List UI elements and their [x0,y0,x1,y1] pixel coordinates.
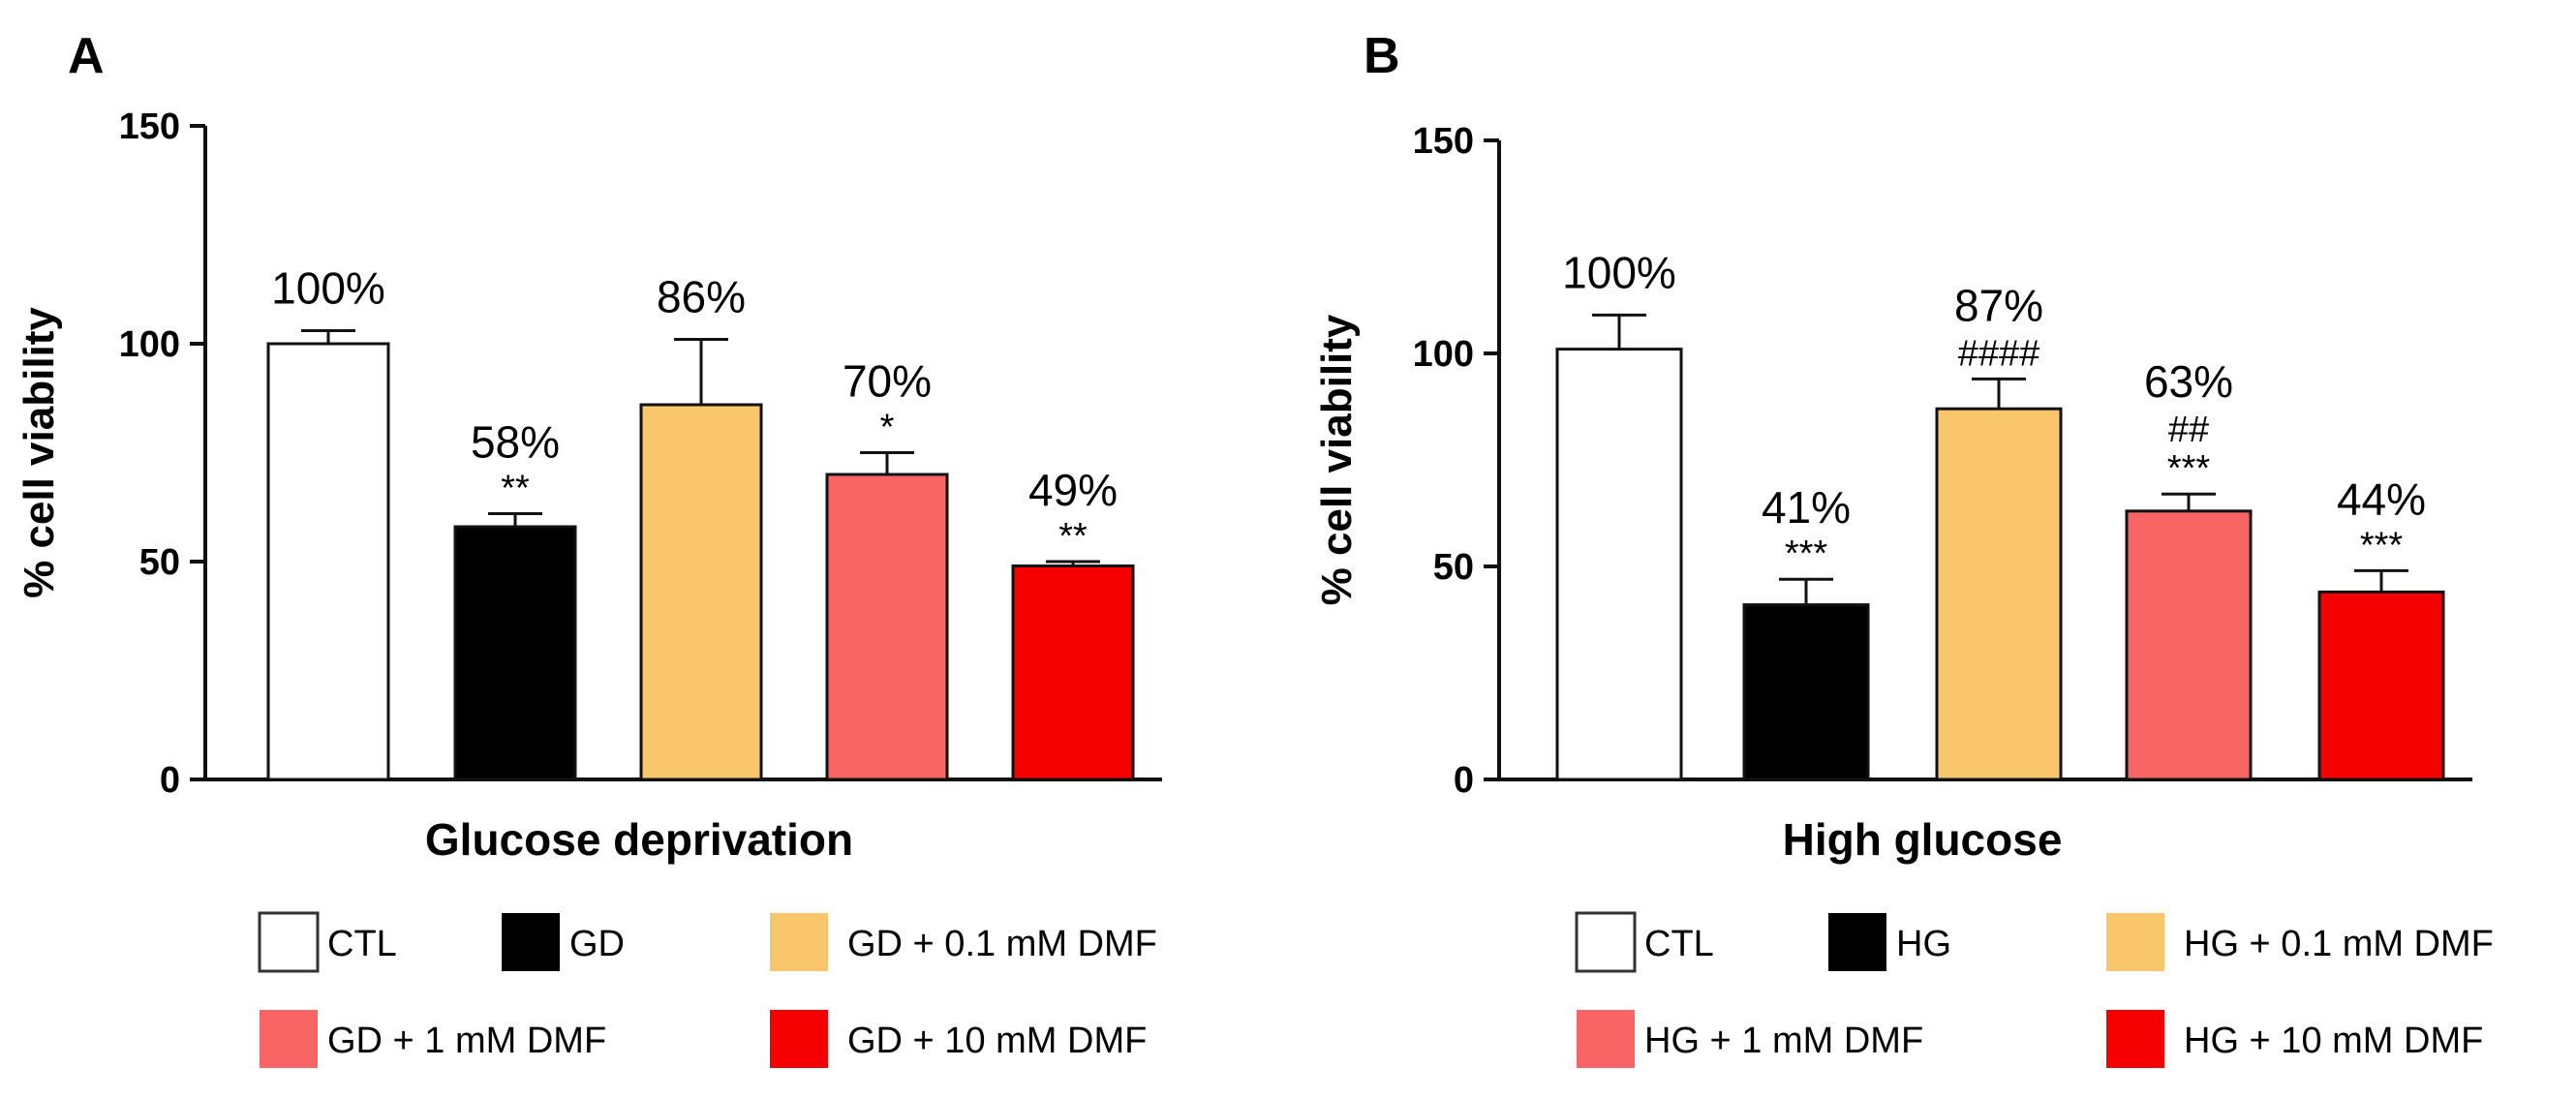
y-tick-label: 0 [160,760,180,801]
panel-letter: A [68,28,105,84]
data-label: 44% [2337,473,2426,524]
bar-1 [266,342,390,781]
y-tick-label: 100 [1413,334,1474,375]
bar-3 [1935,407,2063,781]
bar-3 [639,403,763,781]
legend-label-5: HG + 10 mM DMF [2184,1021,2483,1061]
legend-label-3: GD + 0.1 mM DMF [847,924,1157,964]
significance-star: *** [1785,534,1828,574]
y-tick-label: 0 [1454,760,1474,801]
data-label: 86% [657,272,746,322]
legend-label-1: CTL [327,924,397,964]
legend-swatch-2 [1828,913,1886,971]
legend-label-2: HG [1896,924,1951,964]
legend-swatch-4 [1577,1010,1635,1068]
panel-b: B% cell viability050100150100%***41%####… [1313,28,2494,1068]
panel-a: A% cell viability050100150100%**58%86%*7… [15,28,1162,1068]
legend-swatch-1 [258,911,320,973]
data-label: 87% [1954,280,2043,330]
legend-label-4: HG + 1 mM DMF [1644,1021,1923,1061]
significance-hash: ## [2168,410,2209,450]
data-label: 100% [1562,247,1676,297]
legend-label-3: HG + 0.1 mM DMF [2184,924,2494,964]
bar-5 [1011,564,1135,781]
y-axis-label: % cell viability [1313,314,1361,605]
significance-star: *** [2167,448,2211,489]
data-label: 70% [843,356,932,407]
y-tick-label: 50 [1433,547,1474,588]
bar-2 [453,525,577,781]
legend-label-4: GD + 1 mM DMF [327,1021,606,1061]
data-label: 58% [471,417,560,468]
legend-swatch-4 [260,1010,318,1068]
y-tick-label: 100 [119,324,180,365]
significance-star: * [880,408,895,448]
y-axis-label: % cell viability [15,307,63,598]
bar-5 [2317,590,2445,781]
y-tick-label: 50 [139,542,180,583]
panel-letter: B [1364,28,1400,84]
bar-4 [825,473,949,781]
data-label: 100% [271,263,385,314]
x-axis-label: Glucose deprivation [425,814,853,865]
legend-swatch-5 [2106,1010,2164,1068]
data-label: 41% [1762,482,1851,533]
data-label: 63% [2144,356,2233,407]
significance-hash: #### [1958,333,2040,374]
bar-1 [1555,348,1683,781]
significance-star: ** [1058,516,1088,557]
legend-swatch-2 [502,913,560,971]
legend-label-1: CTL [1644,924,1714,964]
significance-star: *** [2360,525,2404,565]
legend-label-5: GD + 10 mM DMF [847,1021,1147,1061]
bar-2 [1742,603,1870,781]
legend-swatch-1 [1575,911,1637,973]
legend-swatch-5 [770,1010,828,1068]
bar-4 [2125,509,2253,781]
legend-swatch-3 [2106,913,2164,971]
y-tick-label: 150 [1413,121,1474,162]
significance-star: ** [501,469,530,509]
x-axis-label: High glucose [1783,814,2063,865]
legend-swatch-3 [770,913,828,971]
data-label: 49% [1028,465,1118,515]
legend-label-2: GD [569,924,625,964]
y-tick-label: 150 [119,107,180,147]
